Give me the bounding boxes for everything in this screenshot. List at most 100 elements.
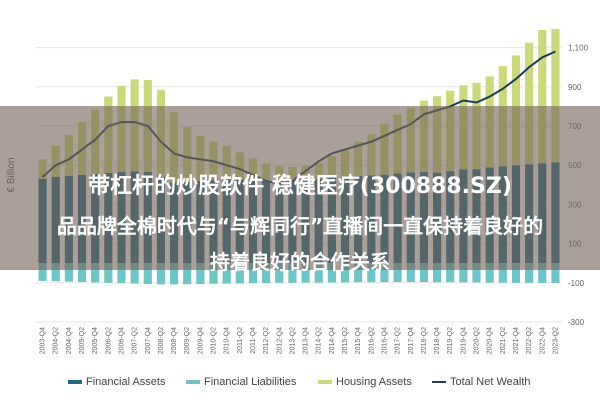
bar-financial-liabilities <box>248 263 258 284</box>
legend-item-housing-assets: Housing Assets <box>318 376 412 388</box>
x-tick-label: 2016-Q2 <box>368 327 375 354</box>
legend-label-financial-assets: Financial Assets <box>86 376 166 388</box>
bar-financial-liabilities <box>91 263 100 283</box>
x-tick-label: 2007-Q4 <box>145 327 152 354</box>
bar-financial-liabilities <box>143 263 152 284</box>
x-tick-label: 2012-Q2 <box>263 327 270 354</box>
x-tick-label: 2021-Q4 <box>513 327 520 354</box>
bar-financial-liabilities <box>419 263 429 283</box>
x-tick-label: 2023-Q2 <box>552 327 559 354</box>
x-tick-label: 2005-Q4 <box>92 327 99 354</box>
bar-financial-liabilities <box>511 263 521 283</box>
bar-financial-liabilities <box>525 263 534 283</box>
y-tick-label: 900 <box>568 83 582 92</box>
legend-label-housing-assets: Housing Assets <box>336 376 412 388</box>
bar-financial-liabilities <box>472 263 481 283</box>
bar-financial-liabilities <box>538 263 547 283</box>
x-tick-label: 2014-Q4 <box>329 327 336 354</box>
x-tick-label: 2019-Q2 <box>447 327 454 354</box>
bar-financial-liabilities <box>51 263 60 282</box>
x-tick-label: 2009-Q4 <box>197 327 204 354</box>
bar-financial-liabilities <box>262 263 271 283</box>
x-tick-label: 2013-Q2 <box>289 327 296 354</box>
x-tick-label: 2011-Q2 <box>237 327 244 354</box>
bar-financial-liabilities <box>498 263 507 283</box>
bar-housing-assets <box>525 42 534 165</box>
caption-overlay <box>0 106 600 270</box>
bar-financial-liabilities <box>288 263 297 283</box>
legend-item-total-net-wealth: Total Net Wealth <box>432 376 531 388</box>
bar-financial-liabilities <box>183 263 192 285</box>
bar-financial-liabilities <box>130 263 139 284</box>
x-tick-label: 2021-Q2 <box>500 327 507 354</box>
bar-housing-assets <box>551 28 560 163</box>
legend-label-financial-liabilities: Financial Liabilities <box>204 376 297 388</box>
bar-financial-liabilities <box>380 263 389 283</box>
x-tick-label: 2022-Q2 <box>526 327 533 354</box>
caption-line-3: 持着良好的合作关系 <box>210 250 390 274</box>
bar-financial-liabilities <box>446 263 455 283</box>
x-tick-label: 2020-Q4 <box>487 327 494 354</box>
bar-financial-liabilities <box>301 263 310 283</box>
x-tick-label: 2017-Q4 <box>408 327 415 354</box>
x-tick-label: 2008-Q4 <box>171 327 178 354</box>
bar-financial-liabilities <box>77 263 87 283</box>
x-tick-label: 2003-Q4 <box>40 327 47 354</box>
legend-swatch-financial-liabilities <box>186 380 200 384</box>
bar-financial-liabilities <box>64 263 73 282</box>
x-tick-label: 2007-Q2 <box>132 327 139 354</box>
bar-financial-liabilities <box>38 263 47 281</box>
legend-swatch-financial-assets <box>68 380 82 384</box>
x-tick-label: 2022-Q4 <box>539 327 546 354</box>
x-tick-label: 2016-Q4 <box>381 327 388 354</box>
caption-line-2: 品品牌全棉时代与“与辉同行”直播间一直保持着良好的 <box>56 214 544 238</box>
legend-item-financial-liabilities: Financial Liabilities <box>186 376 296 388</box>
bar-financial-liabilities <box>209 263 218 284</box>
x-tick-label: 2006-Q2 <box>105 327 112 354</box>
y-tick-label: 1,100 <box>568 44 589 53</box>
bar-financial-liabilities <box>104 263 113 283</box>
x-tick-label: 2012-Q4 <box>276 327 283 354</box>
bar-financial-liabilities <box>235 263 244 284</box>
bar-financial-liabilities <box>459 263 468 283</box>
bar-financial-liabilities <box>327 263 336 283</box>
x-tick-label: 2015-Q4 <box>355 327 362 354</box>
y-tick-label: -100 <box>568 279 585 288</box>
x-tick-label: 2006-Q4 <box>118 327 125 354</box>
bar-financial-liabilities <box>117 263 126 284</box>
bar-financial-liabilities <box>354 263 363 283</box>
x-tick-label: 2013-Q4 <box>303 327 310 354</box>
bar-financial-liabilities <box>275 263 284 283</box>
bar-financial-liabilities <box>340 263 350 283</box>
x-tick-label: 2019-Q4 <box>460 327 467 354</box>
legend-swatch-housing-assets <box>318 380 332 384</box>
legend-swatch-total-net-wealth <box>432 381 446 383</box>
legend-label-total-net-wealth: Total Net Wealth <box>450 376 531 388</box>
x-tick-label: 2011-Q4 <box>250 327 257 354</box>
bar-financial-liabilities <box>222 263 231 284</box>
bar-financial-liabilities <box>551 263 560 283</box>
x-tick-label: 2004-Q4 <box>66 327 73 354</box>
x-tick-label: 2020-Q2 <box>474 327 481 354</box>
x-tick-label: 2018-Q4 <box>434 327 441 354</box>
bar-housing-assets <box>538 29 547 164</box>
x-tick-label: 2010-Q2 <box>211 327 218 354</box>
x-tick-label: 2004-Q2 <box>53 327 60 354</box>
bar-financial-liabilities <box>196 263 205 284</box>
bar-financial-liabilities <box>156 263 166 285</box>
x-tick-label: 2018-Q2 <box>421 327 428 354</box>
y-tick-label: -300 <box>568 318 585 327</box>
x-tick-label: 2009-Q2 <box>184 327 191 354</box>
bar-financial-liabilities <box>367 263 376 283</box>
bar-financial-liabilities <box>314 263 323 283</box>
legend-item-financial-assets: Financial Assets <box>68 376 165 388</box>
x-tick-label: 2014-Q2 <box>316 327 323 354</box>
bar-financial-liabilities <box>432 263 442 283</box>
x-tick-label: 2008-Q2 <box>158 327 165 354</box>
x-tick-label: 2015-Q2 <box>342 327 349 354</box>
chart-legend: Financial Assets Financial Liabilities H… <box>0 376 600 394</box>
caption-line-1: 带杠杆的炒股软件 稳健医疗(300888.SZ) <box>88 174 512 199</box>
bar-financial-liabilities <box>393 263 402 283</box>
bar-financial-liabilities <box>169 263 179 285</box>
